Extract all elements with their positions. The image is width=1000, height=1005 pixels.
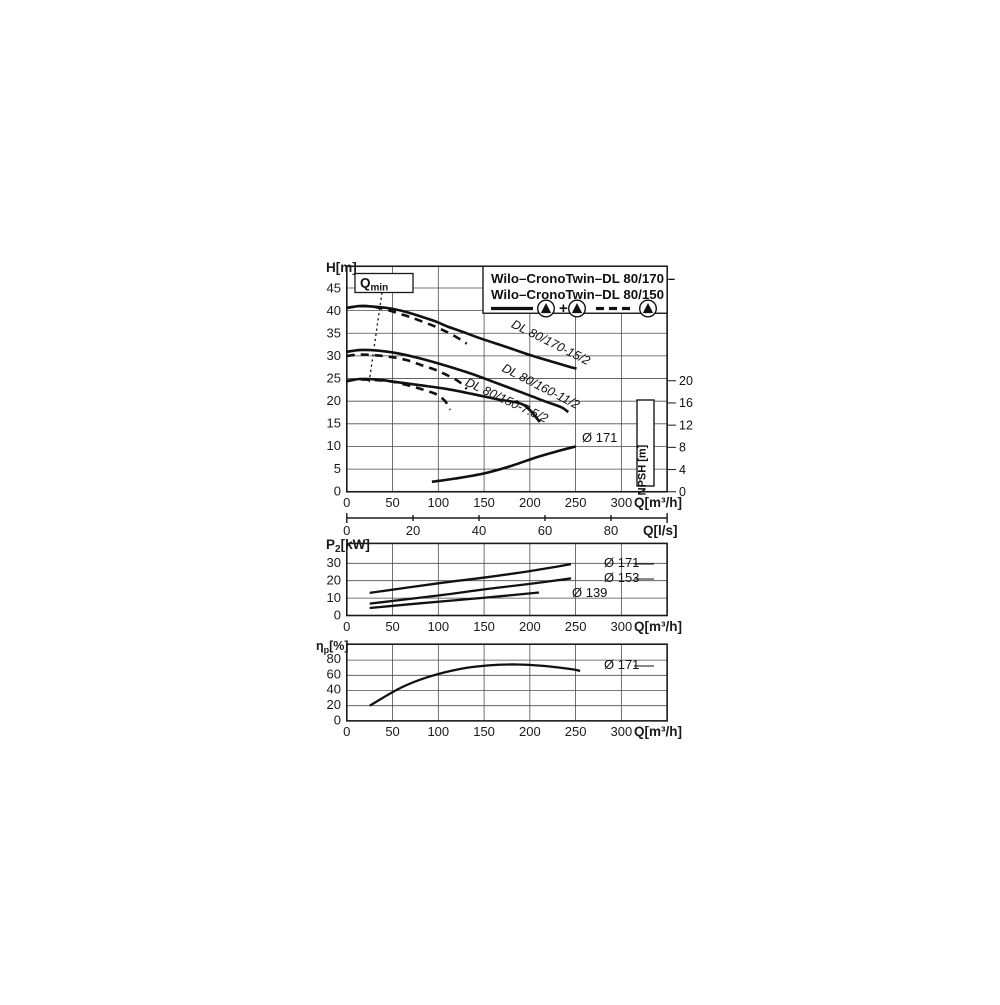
svg-text:15: 15 [327, 416, 341, 431]
svg-text:Ø 171: Ø 171 [604, 657, 639, 672]
svg-text:Ø 171: Ø 171 [582, 430, 617, 445]
svg-text:Ø 139: Ø 139 [572, 585, 607, 600]
svg-text:0: 0 [343, 724, 350, 739]
svg-text:Q[m³/h]: Q[m³/h] [634, 619, 682, 634]
svg-text:100: 100 [427, 619, 449, 634]
svg-text:8: 8 [679, 441, 686, 455]
svg-text:20: 20 [406, 523, 420, 538]
svg-text:0: 0 [343, 523, 350, 538]
svg-text:300: 300 [611, 619, 633, 634]
svg-text:20: 20 [679, 374, 693, 388]
svg-text:50: 50 [385, 724, 399, 739]
svg-text:H[m]: H[m] [326, 260, 357, 275]
svg-text:0: 0 [343, 619, 350, 634]
svg-text:300: 300 [611, 495, 633, 510]
svg-text:250: 250 [565, 495, 587, 510]
svg-text:10: 10 [327, 438, 341, 453]
svg-text:40: 40 [327, 682, 341, 697]
svg-text:250: 250 [565, 724, 587, 739]
svg-text:250: 250 [565, 619, 587, 634]
svg-text:100: 100 [427, 724, 449, 739]
svg-text:Q[l/s]: Q[l/s] [643, 523, 678, 538]
svg-text:150: 150 [473, 495, 495, 510]
svg-text:0: 0 [334, 608, 341, 623]
svg-text:0: 0 [343, 495, 350, 510]
svg-text:60: 60 [538, 523, 552, 538]
svg-text:NPSH [m]: NPSH [m] [637, 444, 649, 495]
svg-text:30: 30 [327, 348, 341, 363]
svg-text:35: 35 [327, 326, 341, 341]
svg-text:50: 50 [385, 619, 399, 634]
svg-text:40: 40 [472, 523, 486, 538]
svg-text:25: 25 [327, 371, 341, 386]
svg-text:30: 30 [327, 555, 341, 570]
svg-text:10: 10 [327, 590, 341, 605]
svg-text:45: 45 [327, 281, 341, 296]
svg-text:100: 100 [427, 495, 449, 510]
svg-text:40: 40 [327, 303, 341, 318]
svg-text:5: 5 [334, 461, 341, 476]
svg-text:0: 0 [334, 713, 341, 728]
svg-text:50: 50 [385, 495, 399, 510]
svg-text:0: 0 [679, 485, 686, 499]
svg-text:200: 200 [519, 724, 541, 739]
svg-text:200: 200 [519, 495, 541, 510]
svg-text:Wilo–CronoTwin–DL 80/170 –: Wilo–CronoTwin–DL 80/170 – [491, 271, 675, 286]
svg-text:12: 12 [679, 418, 693, 432]
svg-text:Ø 171: Ø 171 [604, 555, 639, 570]
svg-text:80: 80 [604, 523, 618, 538]
svg-text:60: 60 [327, 667, 341, 682]
svg-text:Q[m³/h]: Q[m³/h] [634, 495, 682, 510]
svg-text:150: 150 [473, 724, 495, 739]
svg-text:20: 20 [327, 573, 341, 588]
svg-text:ηp[%]: ηp[%] [316, 639, 349, 655]
svg-text:300: 300 [611, 724, 633, 739]
svg-text:20: 20 [327, 697, 341, 712]
svg-text:20: 20 [327, 393, 341, 408]
svg-text:Ø 153: Ø 153 [604, 570, 639, 585]
svg-text:200: 200 [519, 619, 541, 634]
svg-text:Q[m³/h]: Q[m³/h] [634, 724, 682, 739]
svg-text:150: 150 [473, 619, 495, 634]
svg-text:0: 0 [334, 484, 341, 499]
svg-text:4: 4 [679, 463, 686, 477]
svg-text:16: 16 [679, 396, 693, 410]
svg-text:+: + [559, 300, 568, 317]
